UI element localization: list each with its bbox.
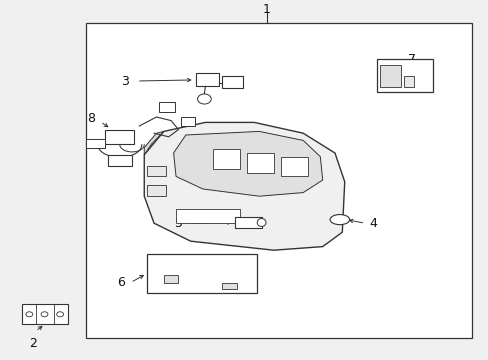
- Bar: [380, 65, 400, 87]
- Bar: [146, 185, 166, 196]
- Bar: [176, 209, 239, 223]
- Text: 2: 2: [29, 337, 37, 350]
- Bar: [105, 130, 134, 144]
- Bar: [85, 23, 471, 338]
- Circle shape: [26, 312, 33, 317]
- Text: 5: 5: [175, 217, 183, 230]
- Text: 4: 4: [368, 217, 376, 230]
- Bar: [222, 76, 243, 88]
- Bar: [107, 155, 132, 166]
- Text: 3: 3: [121, 75, 128, 87]
- Bar: [146, 254, 256, 293]
- Bar: [212, 149, 239, 169]
- Text: 8: 8: [87, 112, 95, 125]
- Bar: [163, 275, 178, 283]
- Bar: [159, 102, 174, 112]
- Polygon shape: [144, 122, 344, 250]
- Bar: [85, 139, 105, 148]
- Bar: [281, 157, 307, 176]
- Bar: [222, 283, 237, 289]
- Polygon shape: [173, 131, 322, 196]
- Circle shape: [57, 312, 63, 317]
- Bar: [146, 166, 166, 176]
- Circle shape: [41, 312, 48, 317]
- Ellipse shape: [257, 219, 265, 226]
- Bar: [246, 153, 273, 173]
- Text: 1: 1: [262, 3, 270, 15]
- Bar: [403, 76, 413, 87]
- Ellipse shape: [329, 215, 349, 225]
- Bar: [181, 117, 194, 126]
- Bar: [195, 73, 219, 86]
- Circle shape: [197, 94, 211, 104]
- Polygon shape: [144, 131, 163, 155]
- Bar: [234, 217, 261, 228]
- Text: 7: 7: [407, 53, 415, 66]
- Bar: [22, 304, 68, 324]
- Text: 6: 6: [117, 276, 124, 289]
- Bar: [376, 59, 432, 92]
